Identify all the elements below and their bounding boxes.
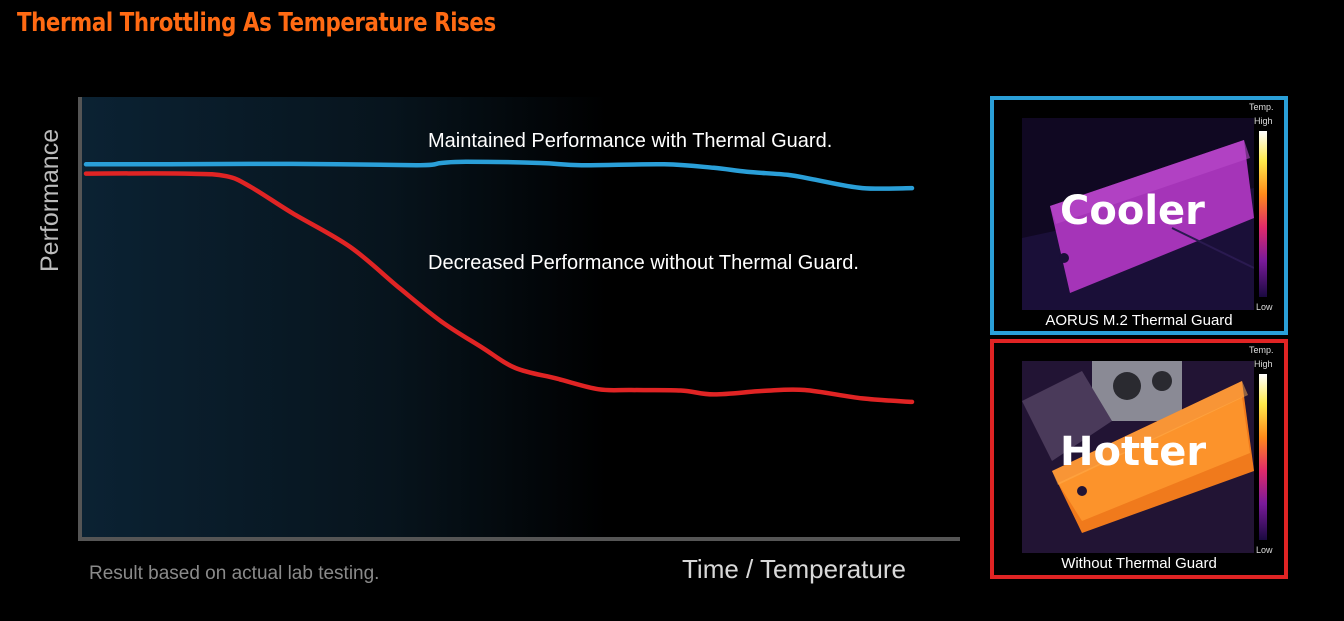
plot-background bbox=[82, 97, 958, 537]
cooler-label: Cooler bbox=[1060, 188, 1205, 234]
y-axis-label: Performance bbox=[36, 129, 64, 272]
series-line-without-thermal-guard bbox=[83, 171, 915, 405]
x-axis-label: Time / Temperature bbox=[682, 554, 906, 584]
thermal-panel-cooler: Temp. High Low Cooler AORUS M.2 Thermal … bbox=[990, 96, 1288, 335]
hotter-label: Hotter bbox=[1060, 429, 1207, 475]
page-title: Thermal Throttling As Temperature Rises bbox=[17, 8, 496, 38]
temperature-scale-bar bbox=[1259, 374, 1267, 540]
panel-caption-hotter: Without Thermal Guard bbox=[1061, 555, 1217, 572]
series-label-without-thermal-guard: Decreased Performance without Thermal Gu… bbox=[428, 252, 859, 274]
scale-label-temp: Temp. bbox=[1249, 345, 1274, 355]
thermal-panel-hotter: Temp. High Low Hotter Without Thermal Gu… bbox=[990, 339, 1288, 579]
thermal-image-hotter bbox=[1022, 361, 1254, 553]
series-label-with-thermal-guard: Maintained Performance with Thermal Guar… bbox=[428, 130, 832, 152]
series-line-with-thermal-guard bbox=[83, 159, 915, 191]
scale-label-high: High bbox=[1254, 359, 1273, 369]
thermal-scene-cooler bbox=[1022, 118, 1254, 310]
scale-label-high: High bbox=[1254, 116, 1273, 126]
footnote: Result based on actual lab testing. bbox=[89, 563, 379, 584]
scale-label-temp: Temp. bbox=[1249, 102, 1274, 112]
thermal-image-cooler bbox=[1022, 118, 1254, 310]
thermal-scene-hotter bbox=[1022, 361, 1254, 553]
panel-caption-cooler: AORUS M.2 Thermal Guard bbox=[1045, 312, 1233, 329]
scale-label-low: Low bbox=[1256, 302, 1273, 312]
scale-label-low: Low bbox=[1256, 545, 1273, 555]
temperature-scale-bar bbox=[1259, 131, 1267, 297]
